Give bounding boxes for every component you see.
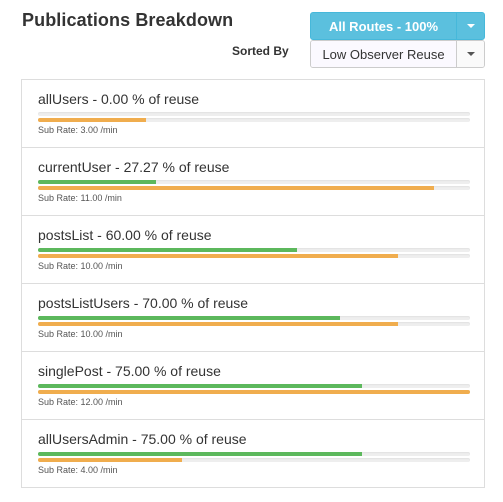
- sub-rate-text: Sub Rate: 3.00 /min: [38, 125, 118, 135]
- sub-rate-progress-fill: [38, 118, 146, 122]
- all-routes-dropdown[interactable]: All Routes - 100%: [310, 12, 485, 40]
- sub-rate-progress-bar: [38, 186, 470, 190]
- publication-bars: [38, 112, 470, 122]
- publication-title: currentUser - 27.27 % of reuse: [38, 159, 230, 175]
- sub-rate-text: Sub Rate: 10.00 /min: [38, 329, 123, 339]
- list-item[interactable]: allUsers - 0.00 % of reuse Sub Rate: 3.00…: [22, 80, 484, 148]
- route-caret-button[interactable]: [456, 13, 484, 39]
- publication-title: allUsers - 0.00 % of reuse: [38, 91, 200, 107]
- publication-bars: [38, 248, 470, 258]
- reuse-progress-bar: [38, 452, 470, 456]
- reuse-progress-fill: [38, 384, 362, 388]
- sub-rate-progress-fill: [38, 390, 470, 394]
- list-item[interactable]: singlePost - 75.00 % of reuse Sub Rate: 1…: [22, 352, 484, 420]
- sub-rate-progress-bar: [38, 458, 470, 462]
- sort-option-button[interactable]: Low Observer Reuse: [311, 41, 456, 67]
- sub-rate-text: Sub Rate: 11.00 /min: [38, 193, 122, 203]
- all-routes-button[interactable]: All Routes - 100%: [328, 18, 439, 34]
- sort-dropdown[interactable]: Low Observer Reuse: [310, 40, 485, 68]
- reuse-progress-bar: [38, 112, 470, 116]
- publication-title: postsListUsers - 70.00 % of reuse: [38, 295, 249, 311]
- publication-bars: [38, 180, 470, 190]
- reuse-progress-fill: [38, 180, 156, 184]
- sub-rate-progress-fill: [38, 322, 398, 326]
- sub-rate-text: Sub Rate: 12.00 /min: [38, 397, 123, 407]
- reuse-progress-fill: [38, 452, 362, 456]
- list-item[interactable]: postsList - 60.00 % of reuse Sub Rate: 10…: [22, 216, 484, 284]
- publication-title: singlePost - 75.00 % of reuse: [38, 363, 221, 379]
- reuse-progress-bar: [38, 384, 470, 388]
- reuse-progress-bar: [38, 316, 470, 320]
- sub-rate-progress-fill: [38, 254, 398, 258]
- sub-rate-progress-bar: [38, 254, 470, 258]
- publication-bars: [38, 452, 470, 462]
- sub-rate-progress-fill: [38, 458, 182, 462]
- publication-title: allUsersAdmin - 75.00 % of reuse: [38, 431, 247, 447]
- publications-list: allUsers - 0.00 % of reuse Sub Rate: 3.00…: [21, 79, 485, 488]
- publication-bars: [38, 316, 470, 326]
- reuse-progress-bar: [38, 180, 470, 184]
- sorted-by-label: Sorted By: [232, 44, 289, 58]
- sub-rate-progress-fill: [38, 186, 435, 190]
- chevron-down-icon: [466, 52, 475, 56]
- sub-rate-progress-bar: [38, 390, 470, 394]
- sub-rate-text: Sub Rate: 10.00 /min: [38, 261, 123, 271]
- sub-rate-progress-bar: [38, 322, 470, 326]
- reuse-progress-bar: [38, 248, 470, 252]
- publication-title: postsList - 60.00 % of reuse: [38, 227, 212, 243]
- reuse-progress-fill: [38, 248, 298, 252]
- list-item[interactable]: allUsersAdmin - 75.00 % of reuse Sub Rate…: [22, 420, 484, 488]
- sub-rate-progress-bar: [38, 118, 470, 122]
- publication-bars: [38, 384, 470, 394]
- reuse-progress-fill: [38, 316, 341, 320]
- chevron-down-icon: [466, 24, 475, 28]
- page-title: Publications Breakdown: [22, 10, 234, 30]
- sub-rate-text: Sub Rate: 4.00 /min: [38, 465, 118, 475]
- sort-caret-button[interactable]: [456, 41, 484, 67]
- list-item[interactable]: currentUser - 27.27 % of reuse Sub Rate: …: [22, 148, 484, 216]
- list-item[interactable]: postsListUsers - 70.00 % of reuse Sub Rat…: [22, 284, 484, 352]
